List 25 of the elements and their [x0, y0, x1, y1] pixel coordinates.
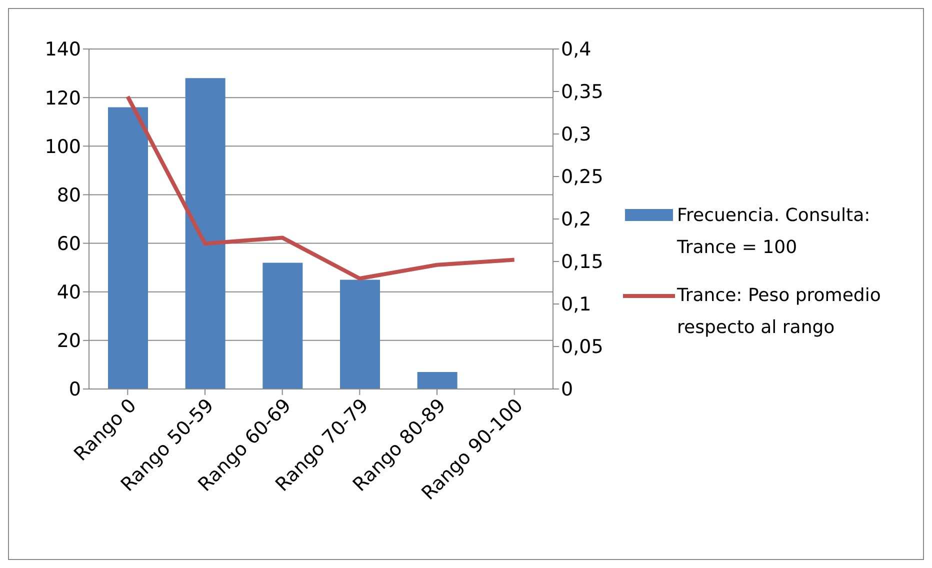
y2-tick-label: 0,05 [561, 336, 604, 358]
legend-label: Trance: Peso promedio respecto al rango [677, 284, 882, 340]
y-tick-label: 40 [56, 282, 81, 304]
y-tick-label: 100 [44, 136, 81, 158]
y2-tick-label: 0,25 [561, 166, 604, 188]
bar [340, 280, 380, 389]
legend-label: Frecuencia. Consulta: Trance = 100 [677, 204, 872, 260]
y2-tick-label: 0,4 [561, 38, 592, 61]
y-tick-label: 60 [56, 233, 81, 256]
y-tick-label: 120 [44, 87, 81, 110]
y2-tick-label: 0,35 [561, 81, 604, 104]
bar [108, 107, 148, 389]
y-tick-label: 20 [56, 330, 81, 352]
y2-tick-label: 0 [561, 378, 574, 401]
bar [262, 262, 303, 389]
bar [417, 372, 458, 389]
y-tick-label: 80 [56, 184, 81, 206]
y2-tick-label: 0,3 [561, 124, 592, 146]
y2-tick-label: 0,1 [561, 294, 592, 316]
y-tick-label: 140 [44, 38, 81, 61]
y2-tick-label: 0,15 [561, 251, 604, 274]
bar [185, 78, 226, 389]
y-tick-label: 0 [68, 378, 81, 401]
y2-tick-label: 0,2 [561, 208, 592, 231]
line-series [126, 94, 516, 280]
